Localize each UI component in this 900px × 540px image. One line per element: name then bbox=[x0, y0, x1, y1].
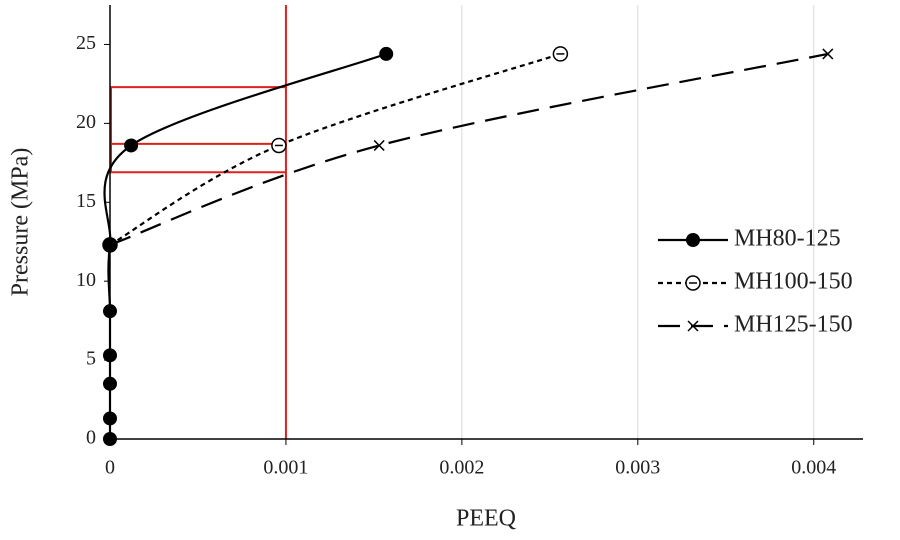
legend-item: MH80-125 bbox=[658, 226, 841, 252]
x-tick-label: 0.002 bbox=[439, 457, 484, 479]
x-tick-label: 0.003 bbox=[615, 457, 660, 479]
data-point bbox=[822, 48, 834, 60]
x-axis-label: PEEQ bbox=[456, 506, 516, 532]
legend-marker bbox=[685, 275, 701, 291]
x-tick-label: 0 bbox=[105, 457, 115, 479]
data-point bbox=[373, 139, 385, 151]
x-tick-label: 0.001 bbox=[263, 457, 308, 479]
data-point bbox=[103, 432, 117, 446]
legend-label: MH80-125 bbox=[734, 226, 841, 252]
y-tick-label: 25 bbox=[76, 32, 96, 54]
legend-label: MH125-150 bbox=[734, 312, 853, 338]
legend-marker bbox=[687, 320, 699, 332]
series-line bbox=[103, 52, 387, 439]
data-point bbox=[552, 46, 569, 62]
legend-item: MH125-150 bbox=[658, 312, 853, 338]
y-tick-label: 20 bbox=[76, 111, 96, 133]
series-line bbox=[109, 52, 561, 246]
data-point bbox=[103, 376, 117, 391]
legend-marker bbox=[686, 233, 700, 247]
y-tick-label: 5 bbox=[86, 348, 96, 370]
data-point bbox=[103, 304, 117, 319]
data-point bbox=[379, 46, 394, 61]
y-axis-label: Pressure (MPa) bbox=[8, 148, 34, 297]
series-line bbox=[109, 52, 829, 246]
data-point bbox=[271, 137, 287, 154]
data-point bbox=[103, 411, 117, 426]
data-point bbox=[103, 348, 117, 363]
y-tick-label: 15 bbox=[76, 190, 96, 212]
y-tick-label: 0 bbox=[86, 427, 96, 449]
y-tick-label: 10 bbox=[76, 269, 96, 291]
x-tick-label: 0.004 bbox=[791, 457, 836, 479]
legend-item: MH100-150 bbox=[658, 269, 853, 295]
data-point bbox=[124, 138, 139, 153]
data-point bbox=[103, 237, 117, 252]
legend-label: MH100-150 bbox=[734, 269, 853, 295]
